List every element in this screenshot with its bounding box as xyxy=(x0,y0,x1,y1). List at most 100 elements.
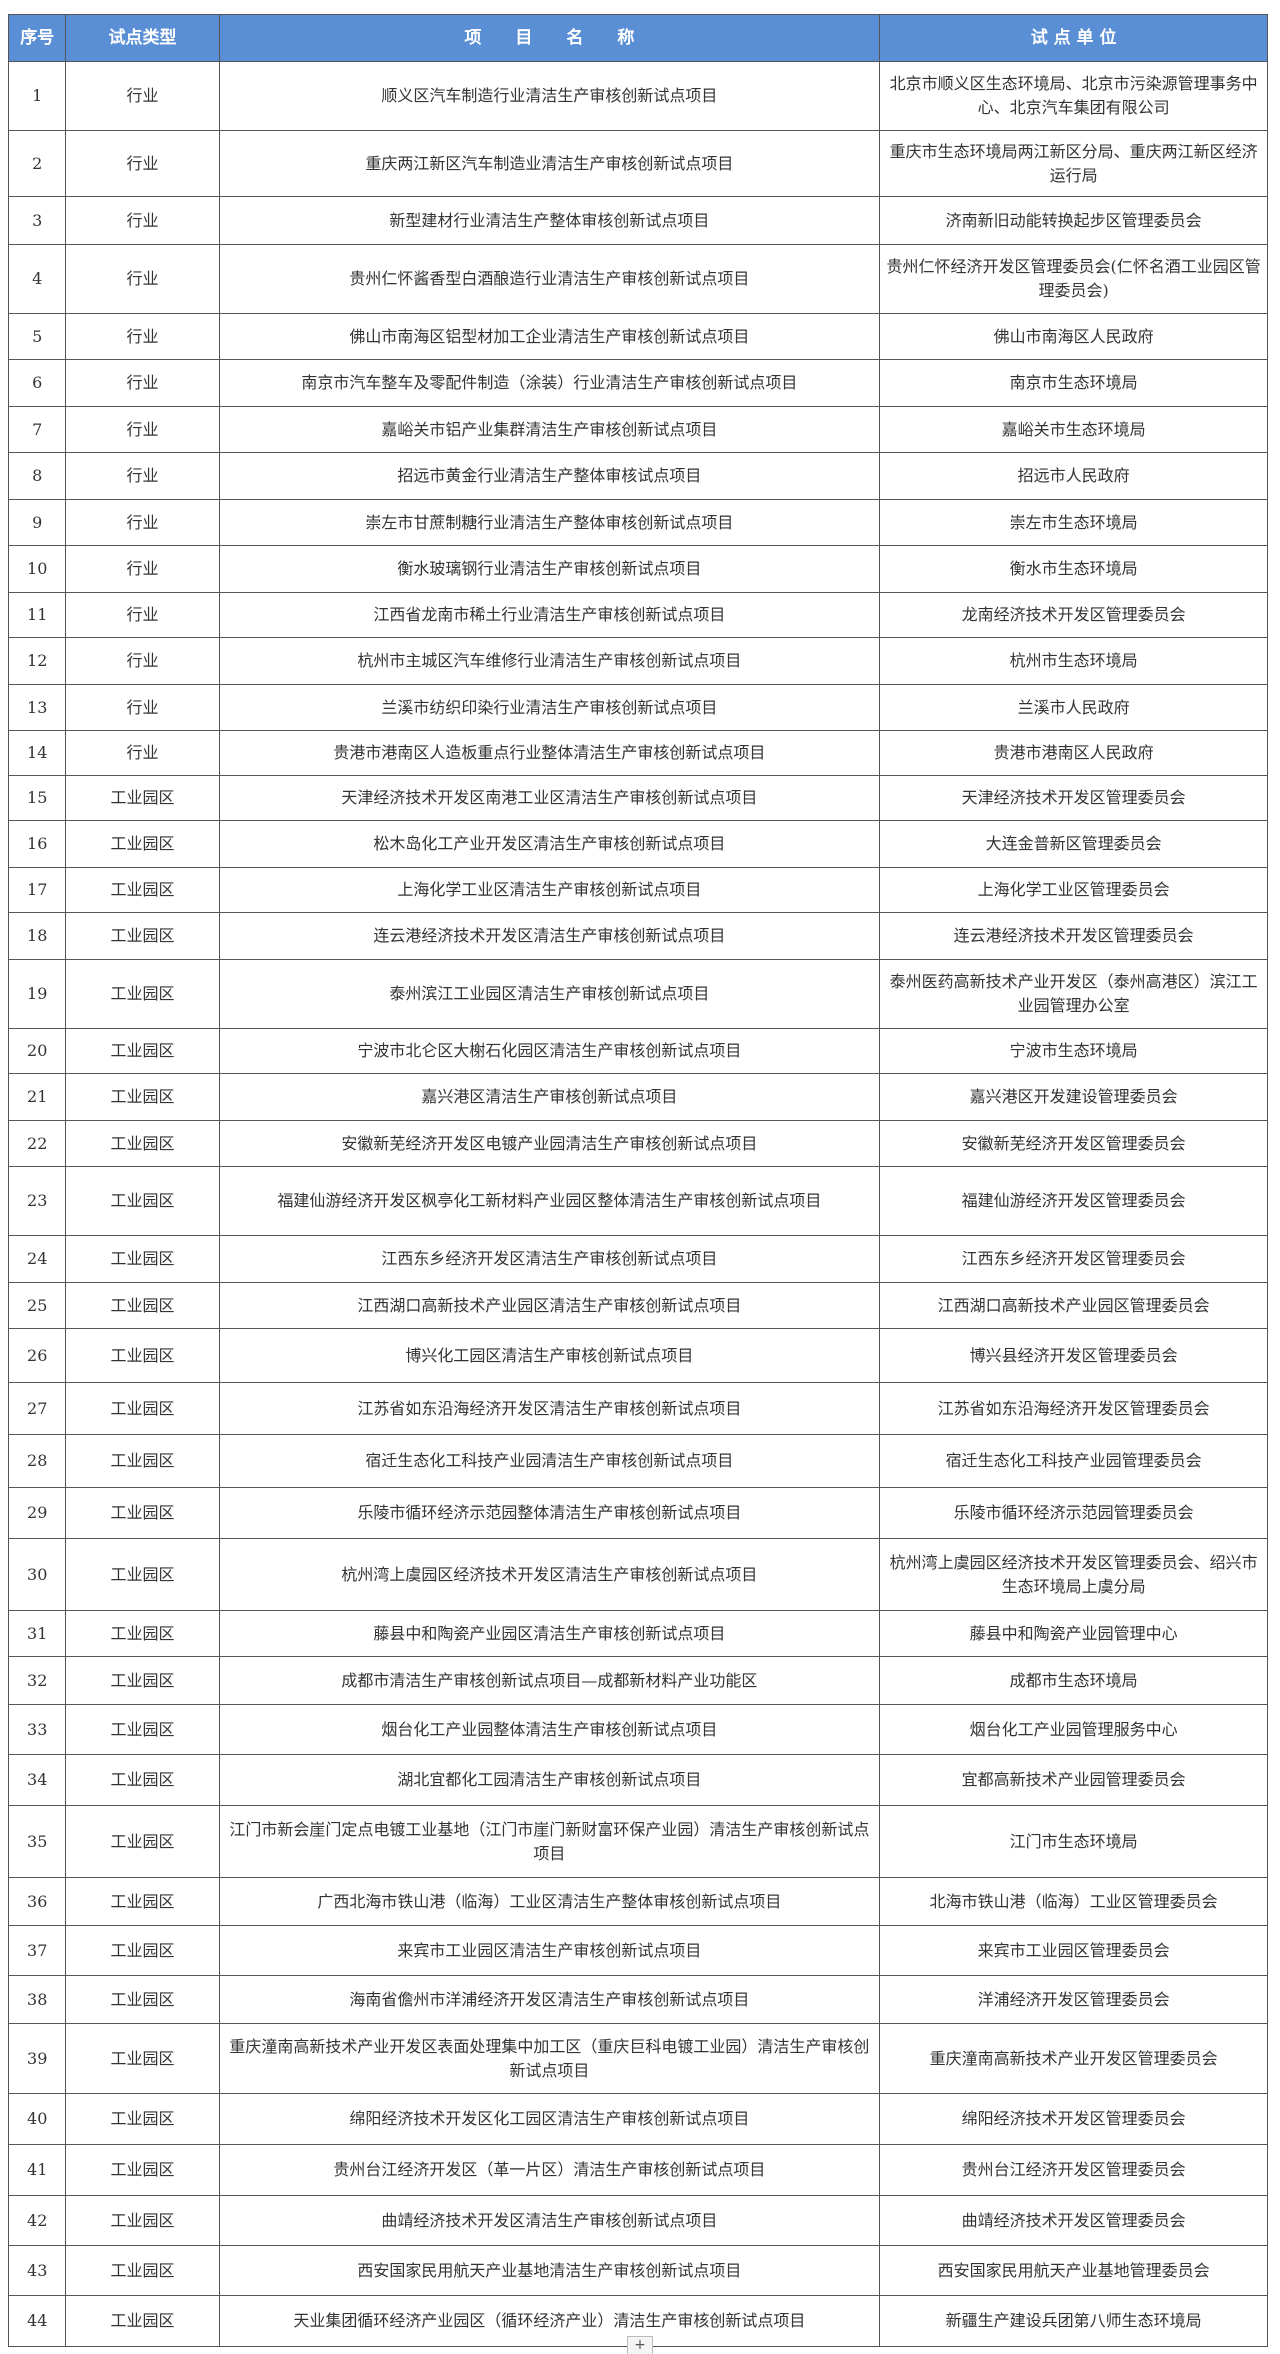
row-project-name: 博兴化工园区清洁生产审核创新试点项目 xyxy=(218,1328,881,1383)
row-type: 行业 xyxy=(65,196,220,245)
row-index: 26 xyxy=(7,1328,67,1383)
row-type: 工业园区 xyxy=(65,1166,220,1236)
row-project-name: 崇左市甘蔗制糖行业清洁生产整体审核创新试点项目 xyxy=(218,499,881,546)
row-project-name: 江门市新会崖门定点电镀工业基地（江门市崖门新财富环保产业园）清洁生产审核创新试点… xyxy=(218,1805,881,1878)
row-project-name: 湖北宜都化工园清洁生产审核创新试点项目 xyxy=(218,1754,881,1806)
row-type: 工业园区 xyxy=(65,1028,220,1074)
row-type: 工业园区 xyxy=(65,2093,220,2145)
row-type: 行业 xyxy=(65,545,220,593)
row-project-name: 顺义区汽车制造行业清洁生产审核创新试点项目 xyxy=(218,61,881,131)
table-row: 35 工业园区 江门市新会崖门定点电镀工业基地（江门市崖门新财富环保产业园）清洁生产… xyxy=(7,1805,1268,1878)
row-project-name: 江西东乡经济开发区清洁生产审核创新试点项目 xyxy=(218,1235,881,1283)
row-type: 工业园区 xyxy=(65,1434,220,1488)
row-index: 30 xyxy=(7,1538,67,1611)
table-row: 32 工业园区 成都市清洁生产审核创新试点项目—成都新材料产业功能区 成都市生态环境局 xyxy=(7,1656,1268,1705)
row-project-name: 重庆潼南高新技术产业开发区表面处理集中加工区（重庆巨科电镀工业园）清洁生产审核创… xyxy=(218,2023,881,2094)
row-project-name: 曲靖经济技术开发区清洁生产审核创新试点项目 xyxy=(218,2195,881,2246)
row-index: 2 xyxy=(7,130,67,197)
row-unit: 曲靖经济技术开发区管理委员会 xyxy=(879,2195,1268,2246)
row-index: 20 xyxy=(7,1028,67,1074)
table-row: 28 工业园区 宿迁生态化工科技产业园清洁生产审核创新试点项目 宿迁生态化工科技产业园… xyxy=(7,1434,1268,1488)
table-row: 31 工业园区 藤县中和陶瓷产业园区清洁生产审核创新试点项目 藤县中和陶瓷产业园管理中… xyxy=(7,1610,1268,1657)
row-index: 23 xyxy=(7,1166,67,1236)
table-row: 43 工业园区 西安国家民用航天产业基地清洁生产审核创新试点项目 西安国家民用航天产业… xyxy=(7,2245,1268,2296)
row-unit: 贵港市港南区人民政府 xyxy=(879,730,1268,776)
table-row: 38 工业园区 海南省儋州市洋浦经济开发区清洁生产审核创新试点项目 洋浦经济开发区管理… xyxy=(7,1975,1268,2024)
row-project-name: 新型建材行业清洁生产整体审核创新试点项目 xyxy=(218,196,881,245)
table-row: 21 工业园区 嘉兴港区清洁生产审核创新试点项目 嘉兴港区开发建设管理委员会 xyxy=(7,1073,1268,1121)
row-unit: 重庆潼南高新技术产业开发区管理委员会 xyxy=(879,2023,1268,2094)
table-row: 25 工业园区 江西湖口高新技术产业园区清洁生产审核创新试点项目 江西湖口高新技术产业… xyxy=(7,1282,1268,1329)
table-row: 13 行业 兰溪市纺织印染行业清洁生产审核创新试点项目 兰溪市人民政府 xyxy=(7,684,1268,731)
row-type: 工业园区 xyxy=(65,1877,220,1926)
row-unit: 博兴县经济开发区管理委员会 xyxy=(879,1328,1268,1383)
row-unit: 成都市生态环境局 xyxy=(879,1656,1268,1705)
table-row: 18 工业园区 连云港经济技术开发区清洁生产审核创新试点项目 连云港经济技术开发区管理… xyxy=(7,912,1268,960)
row-type: 工业园区 xyxy=(65,775,220,821)
row-unit: 贵州仁怀经济开发区管理委员会(仁怀名酒工业园区管理委员会) xyxy=(879,244,1268,314)
row-project-name: 佛山市南海区铝型材加工企业清洁生产审核创新试点项目 xyxy=(218,313,881,360)
row-project-name: 松木岛化工产业开发区清洁生产审核创新试点项目 xyxy=(218,820,881,868)
table-row: 5 行业 佛山市南海区铝型材加工企业清洁生产审核创新试点项目 佛山市南海区人民政府 xyxy=(7,313,1268,360)
row-index: 18 xyxy=(7,912,67,960)
table-row: 4 行业 贵州仁怀酱香型白酒酿造行业清洁生产审核创新试点项目 贵州仁怀经济开发区管理委… xyxy=(7,244,1268,314)
table-row: 27 工业园区 江苏省如东沿海经济开发区清洁生产审核创新试点项目 江苏省如东沿海经济开… xyxy=(7,1382,1268,1435)
row-index: 19 xyxy=(7,959,67,1029)
header-row: 序号 试点类型 项 目 名 称 试 点 单 位 xyxy=(7,14,1268,62)
row-index: 1 xyxy=(7,61,67,131)
table-row: 12 行业 杭州市主城区汽车维修行业清洁生产审核创新试点项目 杭州市生态环境局 xyxy=(7,637,1268,685)
row-unit: 宿迁生态化工科技产业园管理委员会 xyxy=(879,1434,1268,1488)
row-index: 41 xyxy=(7,2144,67,2196)
row-unit: 南京市生态环境局 xyxy=(879,359,1268,407)
row-index: 38 xyxy=(7,1975,67,2024)
row-unit: 佛山市南海区人民政府 xyxy=(879,313,1268,360)
table-row: 24 工业园区 江西东乡经济开发区清洁生产审核创新试点项目 江西东乡经济开发区管理委员… xyxy=(7,1235,1268,1283)
row-project-name: 贵州台江经济开发区（革一片区）清洁生产审核创新试点项目 xyxy=(218,2144,881,2196)
row-index: 9 xyxy=(7,499,67,546)
row-index: 24 xyxy=(7,1235,67,1283)
row-index: 3 xyxy=(7,196,67,245)
row-type: 行业 xyxy=(65,130,220,197)
row-project-name: 来宾市工业园区清洁生产审核创新试点项目 xyxy=(218,1925,881,1976)
row-unit: 连云港经济技术开发区管理委员会 xyxy=(879,912,1268,960)
row-type: 工业园区 xyxy=(65,1704,220,1755)
row-unit: 乐陵市循环经济示范园管理委员会 xyxy=(879,1487,1268,1539)
row-project-name: 安徽新芜经济开发区电镀产业园清洁生产审核创新试点项目 xyxy=(218,1120,881,1167)
row-index: 10 xyxy=(7,545,67,593)
row-project-name: 宁波市北仑区大榭石化园区清洁生产审核创新试点项目 xyxy=(218,1028,881,1074)
table-row: 8 行业 招远市黄金行业清洁生产整体审核试点项目 招远市人民政府 xyxy=(7,452,1268,500)
row-index: 37 xyxy=(7,1925,67,1976)
row-index: 5 xyxy=(7,313,67,360)
row-index: 28 xyxy=(7,1434,67,1488)
row-project-name: 连云港经济技术开发区清洁生产审核创新试点项目 xyxy=(218,912,881,960)
row-unit: 江西东乡经济开发区管理委员会 xyxy=(879,1235,1268,1283)
row-type: 工业园区 xyxy=(65,867,220,913)
table-row: 6 行业 南京市汽车整车及零配件制造（涂装）行业清洁生产审核创新试点项目 南京市生态环… xyxy=(7,359,1268,407)
row-unit: 宁波市生态环境局 xyxy=(879,1028,1268,1074)
row-type: 工业园区 xyxy=(65,2023,220,2094)
table-row: 34 工业园区 湖北宜都化工园清洁生产审核创新试点项目 宜都高新技术产业园管理委员会 xyxy=(7,1754,1268,1806)
row-type: 工业园区 xyxy=(65,2245,220,2296)
row-type: 行业 xyxy=(65,244,220,314)
row-unit: 藤县中和陶瓷产业园管理中心 xyxy=(879,1610,1268,1657)
row-index: 13 xyxy=(7,684,67,731)
row-type: 工业园区 xyxy=(65,1487,220,1539)
row-type: 行业 xyxy=(65,592,220,638)
add-sheet-button[interactable]: + xyxy=(627,2336,653,2354)
row-index: 15 xyxy=(7,775,67,821)
row-unit: 西安国家民用航天产业基地管理委员会 xyxy=(879,2245,1268,2296)
row-unit: 北京市顺义区生态环境局、北京市污染源管理事务中心、北京汽车集团有限公司 xyxy=(879,61,1268,131)
row-type: 行业 xyxy=(65,637,220,685)
header-index: 序号 xyxy=(7,14,67,62)
row-unit: 江门市生态环境局 xyxy=(879,1805,1268,1878)
row-type: 工业园区 xyxy=(65,1282,220,1329)
row-unit: 天津经济技术开发区管理委员会 xyxy=(879,775,1268,821)
table-row: 3 行业 新型建材行业清洁生产整体审核创新试点项目 济南新旧动能转换起步区管理委员会 xyxy=(7,196,1268,245)
row-type: 行业 xyxy=(65,359,220,407)
row-project-name: 杭州湾上虞园区经济技术开发区清洁生产审核创新试点项目 xyxy=(218,1538,881,1611)
row-type: 行业 xyxy=(65,406,220,453)
row-project-name: 海南省儋州市洋浦经济开发区清洁生产审核创新试点项目 xyxy=(218,1975,881,2024)
header-unit: 试 点 单 位 xyxy=(879,14,1268,62)
row-unit: 安徽新芜经济开发区管理委员会 xyxy=(879,1120,1268,1167)
table-row: 26 工业园区 博兴化工园区清洁生产审核创新试点项目 博兴县经济开发区管理委员会 xyxy=(7,1328,1268,1383)
